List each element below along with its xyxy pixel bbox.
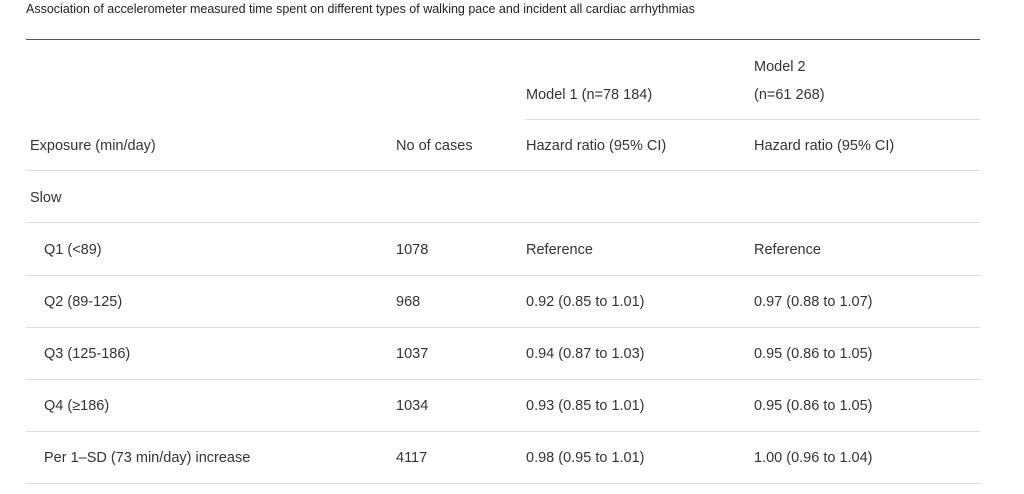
cases-cell: 1078 — [396, 242, 429, 258]
model1-cell: 0.93 (0.85 to 1.01) — [526, 398, 645, 414]
cases-cell: 1037 — [396, 346, 429, 362]
cases-header: No of cases — [396, 138, 473, 154]
model2-header-line2: (n=61 268) — [754, 87, 825, 103]
model1-cell: 0.98 (0.95 to 1.01) — [526, 450, 645, 466]
row-divider — [26, 170, 980, 171]
row-divider — [26, 222, 980, 223]
exposure-cell: Per 1–SD (73 min/day) increase — [44, 450, 251, 466]
exposure-cell: Q2 (89-125) — [44, 294, 123, 310]
exposure-cell: Q1 (<89) — [44, 242, 102, 258]
model1-hr-header: Hazard ratio (95% CI) — [526, 138, 667, 154]
row-divider — [26, 483, 980, 484]
exposure-cell: Q3 (125-186) — [44, 346, 131, 362]
model-header-divider — [525, 119, 980, 120]
exposure-cell: Q4 (≥186) — [44, 398, 110, 414]
cases-cell: 968 — [396, 294, 421, 310]
section-label: Slow — [30, 190, 62, 206]
row-divider — [26, 275, 980, 276]
cases-cell: 4117 — [396, 450, 428, 466]
model2-cell: 0.95 (0.86 to 1.05) — [754, 398, 873, 414]
row-divider — [26, 327, 980, 328]
cases-cell: 1034 — [396, 398, 429, 414]
model2-header-line1: Model 2 — [754, 59, 806, 75]
exposure-header: Exposure (min/day) — [30, 138, 156, 154]
model1-cell: 0.94 (0.87 to 1.03) — [526, 346, 645, 362]
model2-cell: Reference — [754, 242, 821, 258]
row-divider — [26, 379, 980, 380]
model1-header: Model 1 (n=78 184) — [526, 87, 653, 103]
model2-hr-header: Hazard ratio (95% CI) — [754, 138, 895, 154]
model1-cell: Reference — [526, 242, 593, 258]
model2-cell: 0.95 (0.86 to 1.05) — [754, 346, 873, 362]
table-top-rule — [26, 39, 980, 40]
model2-cell: 0.97 (0.88 to 1.07) — [754, 294, 873, 310]
model1-cell: 0.92 (0.85 to 1.01) — [526, 294, 645, 310]
model2-cell: 1.00 (0.96 to 1.04) — [754, 450, 873, 466]
row-divider — [26, 431, 980, 432]
table-caption: Association of accelerometer measured ti… — [26, 2, 695, 16]
